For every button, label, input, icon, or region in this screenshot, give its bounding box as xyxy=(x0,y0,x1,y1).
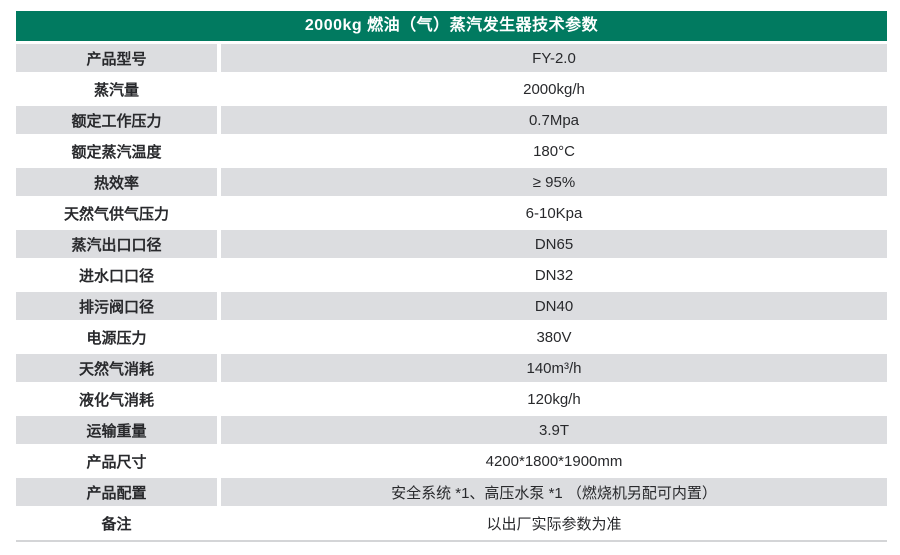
table-row: 蒸汽出口口径 DN65 xyxy=(16,230,887,258)
param-value: 2000kg/h xyxy=(221,75,887,103)
spec-table: 2000kg 燃油（气）蒸汽发生器技术参数 产品型号 FY-2.0 蒸汽量 2000k… xyxy=(16,11,887,542)
param-value: 6-10Kpa xyxy=(221,199,887,227)
param-value: 120kg/h xyxy=(221,385,887,413)
param-label: 热效率 xyxy=(16,168,217,196)
param-value: 0.7Mpa xyxy=(221,106,887,134)
param-value: FY-2.0 xyxy=(221,44,887,72)
param-value: ≥ 95% xyxy=(221,168,887,196)
param-value: DN32 xyxy=(221,261,887,289)
param-label: 蒸汽出口口径 xyxy=(16,230,217,258)
table-row: 产品尺寸 4200*1800*1900mm xyxy=(16,447,887,475)
param-value: 140m³/h xyxy=(221,354,887,382)
table-row: 天然气消耗 140m³/h xyxy=(16,354,887,382)
table-title: 2000kg 燃油（气）蒸汽发生器技术参数 xyxy=(16,11,887,41)
param-value: 380V xyxy=(221,323,887,351)
param-value: 以出厂实际参数为准 xyxy=(221,509,887,537)
param-label: 产品尺寸 xyxy=(16,447,217,475)
param-label: 天然气供气压力 xyxy=(16,199,217,227)
table-row: 运输重量 3.9T xyxy=(16,416,887,444)
param-label: 产品配置 xyxy=(16,478,217,506)
param-label: 额定工作压力 xyxy=(16,106,217,134)
table-row: 备注 以出厂实际参数为准 xyxy=(16,509,887,537)
table-row: 电源压力 380V xyxy=(16,323,887,351)
table-row: 额定蒸汽温度 180°C xyxy=(16,137,887,165)
param-label: 天然气消耗 xyxy=(16,354,217,382)
table-row: 排污阀口径 DN40 xyxy=(16,292,887,320)
param-label: 液化气消耗 xyxy=(16,385,217,413)
table-row: 产品型号 FY-2.0 xyxy=(16,44,887,72)
param-label: 电源压力 xyxy=(16,323,217,351)
param-label: 运输重量 xyxy=(16,416,217,444)
table-row: 蒸汽量 2000kg/h xyxy=(16,75,887,103)
param-value: 4200*1800*1900mm xyxy=(221,447,887,475)
param-value: 180°C xyxy=(221,137,887,165)
param-value: DN65 xyxy=(221,230,887,258)
table-row: 热效率 ≥ 95% xyxy=(16,168,887,196)
param-value: 3.9T xyxy=(221,416,887,444)
table-body: 产品型号 FY-2.0 蒸汽量 2000kg/h 额定工作压力 0.7Mpa 额定蒸汽温度 1… xyxy=(16,44,887,542)
param-label: 蒸汽量 xyxy=(16,75,217,103)
table-row: 进水口口径 DN32 xyxy=(16,261,887,289)
param-label: 额定蒸汽温度 xyxy=(16,137,217,165)
table-row: 液化气消耗 120kg/h xyxy=(16,385,887,413)
param-label: 进水口口径 xyxy=(16,261,217,289)
param-value: 安全系统 *1、高压水泵 *1 （燃烧机另配可内置） xyxy=(221,478,887,506)
param-label: 排污阀口径 xyxy=(16,292,217,320)
table-row: 产品配置 安全系统 *1、高压水泵 *1 （燃烧机另配可内置） xyxy=(16,478,887,506)
param-value: DN40 xyxy=(221,292,887,320)
param-label: 产品型号 xyxy=(16,44,217,72)
param-label: 备注 xyxy=(16,509,217,537)
table-row: 额定工作压力 0.7Mpa xyxy=(16,106,887,134)
table-row: 天然气供气压力 6-10Kpa xyxy=(16,199,887,227)
